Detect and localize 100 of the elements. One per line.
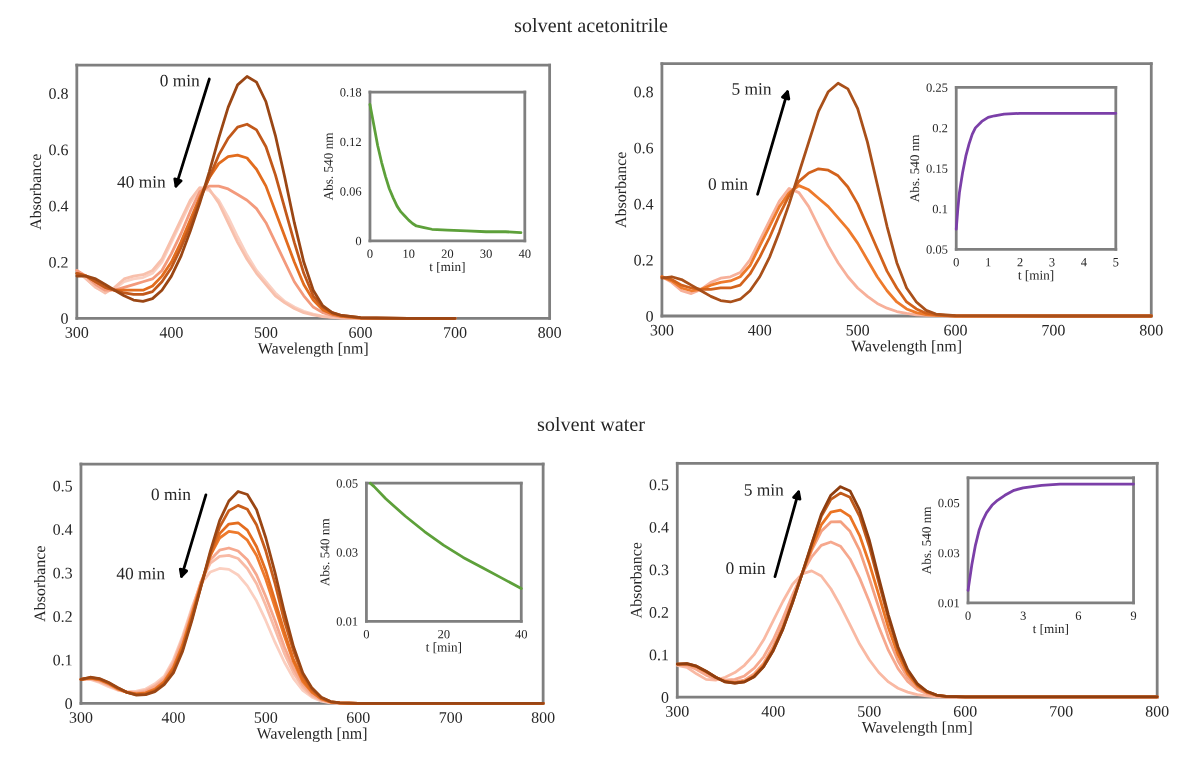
y-tick-label: 0.4	[649, 521, 669, 533]
x-tick-label: 300	[650, 324, 674, 336]
y-tick-label: 0.03	[336, 548, 358, 557]
x-tick-label: 700	[1050, 706, 1073, 717]
y-tick-label: 0	[646, 310, 653, 322]
y-tick-label: 0.3	[649, 564, 669, 576]
x-tick-label: 600	[346, 712, 370, 723]
y-axis-title: Absorbance	[614, 152, 627, 228]
x-axis-title: Wavelength [nm]	[861, 721, 972, 736]
x-tick-label: 400	[161, 712, 185, 723]
y-tick-label: 0.06	[340, 187, 362, 196]
x-tick-label: 0	[965, 611, 971, 620]
x-tick-label: 20	[441, 249, 454, 258]
x-tick-label: 500	[254, 327, 278, 338]
y-axis-title: Absorbance	[630, 542, 642, 619]
x-tick-label: 700	[444, 327, 467, 338]
y-tick-label: 0.4	[634, 198, 654, 210]
x-axis-title: t [min]	[1032, 623, 1068, 635]
x-tick-label: 700	[439, 712, 463, 723]
y-tick-label: 0.1	[649, 649, 668, 661]
y-tick-label: 0.05	[938, 498, 960, 508]
x-tick-label: 800	[1145, 706, 1169, 717]
x-tick-label: 400	[761, 706, 785, 717]
x-tick-label: 30	[480, 249, 492, 258]
x-tick-label: 20	[438, 629, 450, 639]
y-tick-label: 0.2	[932, 123, 948, 133]
x-tick-label: 300	[65, 327, 89, 338]
x-tick-label: 600	[953, 706, 977, 717]
x-axis-title: t [min]	[425, 642, 461, 654]
x-tick-label: 800	[531, 712, 555, 723]
annotation: 5 min	[732, 83, 772, 95]
y-tick-label: 0.5	[53, 480, 73, 492]
x-tick-label: 300	[69, 712, 93, 723]
y-tick-label: 0	[61, 313, 68, 324]
x-tick-label: 600	[944, 324, 967, 336]
y-tick-label: 0.2	[53, 611, 72, 623]
x-tick-label: 3	[1020, 611, 1026, 620]
y-tick-label: 0.03	[938, 548, 960, 558]
y-tick-label: 0.4	[53, 524, 73, 536]
y-tick-label: 0.8	[49, 88, 68, 100]
x-tick-label: 10	[403, 249, 415, 258]
x-tick-label: 500	[254, 712, 278, 723]
y-axis-title: Abs. 540 nm	[320, 518, 330, 587]
x-tick-label: 40	[518, 249, 531, 258]
y-tick-label: 0.5	[649, 479, 669, 491]
x-tick-label: 700	[1042, 324, 1065, 336]
x-tick-label: 2	[1017, 258, 1023, 267]
x-tick-label: 1	[986, 258, 991, 267]
y-tick-label: 0.15	[926, 164, 948, 173]
y-tick-label: 0.2	[634, 254, 653, 266]
annotation: 0 min	[151, 488, 191, 501]
x-tick-label: 0	[363, 629, 370, 639]
y-tick-label: 0.18	[340, 88, 362, 97]
y-tick-label: 0.1	[53, 654, 72, 666]
annotation: 5 min	[744, 484, 784, 496]
x-tick-label: 400	[159, 327, 183, 338]
y-tick-label: 0.1	[932, 204, 948, 214]
y-tick-label: 0.01	[938, 598, 959, 608]
y-tick-label: 0.05	[336, 479, 358, 488]
y-axis-title: Absorbance	[29, 154, 42, 230]
annotation: 40 min	[116, 567, 165, 580]
y-tick-label: 0.12	[340, 137, 361, 147]
x-tick-label: 9	[1130, 611, 1137, 620]
y-tick-label: 0	[661, 692, 669, 703]
y-tick-label: 0.01	[336, 617, 358, 626]
y-tick-label: 0.8	[634, 86, 653, 98]
text: solvent acetonitrile	[514, 18, 668, 33]
x-tick-label: 500	[858, 706, 881, 717]
annotation: 0 min	[708, 178, 748, 190]
x-tick-label: 800	[538, 327, 561, 338]
x-tick-label: 500	[846, 324, 870, 336]
annotation: 40 min	[117, 176, 166, 188]
x-tick-label: 800	[1139, 324, 1163, 336]
y-axis-title: Abs. 540 nm	[921, 506, 932, 575]
x-tick-label: 600	[349, 327, 372, 338]
y-tick-label: 0.05	[926, 245, 948, 254]
x-tick-label: 40	[515, 629, 528, 639]
x-tick-label: 4	[1081, 258, 1087, 267]
x-axis-title: t [min]	[1018, 270, 1054, 282]
x-axis-title: Wavelength [nm]	[257, 342, 368, 358]
y-tick-label: 0.6	[49, 144, 69, 156]
x-tick-label: 6	[1075, 611, 1082, 620]
y-tick-label: 0	[355, 236, 362, 246]
text: solvent water	[537, 416, 645, 432]
x-axis-title: Wavelength [nm]	[256, 727, 367, 743]
y-tick-label: 0.3	[53, 567, 73, 579]
x-tick-label: 3	[1049, 258, 1055, 267]
x-tick-label: 300	[666, 706, 689, 717]
x-tick-label: 5	[1113, 258, 1119, 267]
annotation: 0 min	[160, 74, 200, 87]
annotation: 0 min	[726, 562, 766, 575]
y-axis-title: Abs. 540 nm	[323, 132, 333, 201]
y-tick-label: 0.25	[926, 83, 948, 92]
y-tick-label: 0.2	[49, 256, 68, 268]
x-axis-title: t [min]	[429, 261, 465, 273]
y-axis-title: Absorbance	[34, 546, 46, 622]
y-tick-label: 0.6	[634, 142, 654, 154]
y-tick-label: 0.2	[649, 607, 669, 618]
y-axis-title: Abs. 540 nm	[909, 134, 920, 203]
y-tick-label: 0.4	[49, 200, 69, 212]
